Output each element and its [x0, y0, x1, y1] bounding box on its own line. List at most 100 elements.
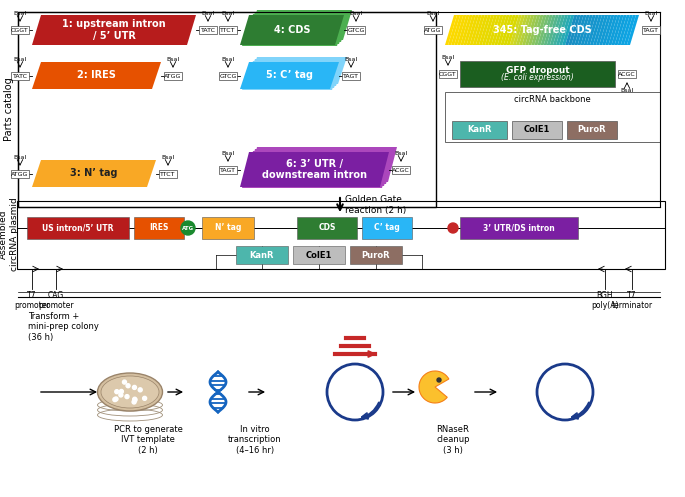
Polygon shape	[445, 15, 457, 45]
Circle shape	[123, 380, 127, 384]
Text: 5: C’ tag: 5: C’ tag	[266, 71, 313, 81]
Polygon shape	[575, 15, 586, 45]
Text: 3’ UTR/DS intron: 3’ UTR/DS intron	[483, 224, 555, 233]
Text: TAGT: TAGT	[643, 27, 659, 32]
FancyBboxPatch shape	[350, 246, 402, 264]
Text: BsaI: BsaI	[221, 11, 235, 16]
Polygon shape	[618, 15, 630, 45]
Text: BsaI: BsaI	[621, 88, 634, 93]
Text: TAGT: TAGT	[343, 74, 359, 79]
Text: ATG: ATG	[182, 226, 194, 231]
Polygon shape	[460, 15, 473, 45]
Polygon shape	[248, 57, 347, 84]
FancyBboxPatch shape	[642, 26, 660, 34]
Text: KanR: KanR	[467, 126, 492, 135]
Text: BsaI: BsaI	[201, 11, 214, 16]
Text: Transform +
mini-prep colony
(36 h): Transform + mini-prep colony (36 h)	[28, 312, 99, 342]
Text: T7
promoter: T7 promoter	[14, 291, 50, 311]
Text: BsaI: BsaI	[441, 55, 455, 60]
Text: TATC: TATC	[201, 27, 216, 32]
Circle shape	[448, 223, 458, 233]
Text: In vitro
transcription
(4–16 hr): In vitro transcription (4–16 hr)	[228, 425, 282, 455]
Polygon shape	[491, 15, 503, 45]
Polygon shape	[244, 151, 393, 186]
FancyBboxPatch shape	[11, 170, 29, 178]
Circle shape	[437, 378, 441, 382]
Text: CDS: CDS	[319, 224, 336, 233]
FancyBboxPatch shape	[11, 72, 29, 80]
Polygon shape	[470, 15, 482, 45]
FancyBboxPatch shape	[293, 246, 345, 264]
Text: ColE1: ColE1	[306, 250, 332, 259]
Polygon shape	[599, 15, 611, 45]
Polygon shape	[556, 15, 568, 45]
FancyBboxPatch shape	[27, 217, 129, 239]
Text: BsaI: BsaI	[221, 151, 235, 156]
FancyBboxPatch shape	[202, 217, 254, 239]
Polygon shape	[473, 15, 485, 45]
Polygon shape	[476, 15, 488, 45]
Polygon shape	[248, 147, 397, 182]
Polygon shape	[32, 15, 196, 45]
Text: BsaI: BsaI	[349, 11, 362, 16]
FancyBboxPatch shape	[219, 166, 237, 174]
Polygon shape	[540, 15, 553, 45]
Polygon shape	[590, 15, 602, 45]
Text: Golden Gate
reaction (2 h): Golden Gate reaction (2 h)	[345, 195, 406, 215]
Circle shape	[132, 400, 136, 404]
Circle shape	[126, 384, 130, 388]
Text: ATGG: ATGG	[164, 74, 182, 79]
Circle shape	[181, 221, 195, 235]
FancyBboxPatch shape	[342, 72, 360, 80]
Polygon shape	[448, 15, 460, 45]
Circle shape	[119, 393, 123, 397]
FancyBboxPatch shape	[164, 72, 182, 80]
Text: PuroR: PuroR	[577, 126, 606, 135]
Polygon shape	[571, 15, 584, 45]
Polygon shape	[522, 15, 534, 45]
Polygon shape	[547, 15, 559, 45]
Polygon shape	[544, 15, 556, 45]
FancyBboxPatch shape	[219, 72, 237, 80]
Text: BsaI: BsaI	[14, 155, 27, 160]
Text: GTCG: GTCG	[219, 74, 237, 79]
FancyBboxPatch shape	[297, 217, 357, 239]
Polygon shape	[240, 62, 339, 89]
Polygon shape	[32, 160, 156, 187]
Text: Assembled
circRNA plasmid: Assembled circRNA plasmid	[0, 197, 18, 271]
Polygon shape	[519, 15, 531, 45]
Polygon shape	[624, 15, 636, 45]
Polygon shape	[596, 15, 608, 45]
Polygon shape	[550, 15, 562, 45]
Polygon shape	[485, 15, 497, 45]
Polygon shape	[240, 152, 389, 187]
Text: CGGT: CGGT	[439, 72, 457, 77]
FancyBboxPatch shape	[347, 26, 365, 34]
Wedge shape	[419, 371, 449, 403]
Polygon shape	[244, 14, 348, 44]
Text: TAGT: TAGT	[220, 167, 236, 172]
Polygon shape	[454, 15, 466, 45]
Text: 345: Tag-free CDS: 345: Tag-free CDS	[493, 25, 591, 35]
Polygon shape	[532, 15, 543, 45]
Polygon shape	[488, 15, 500, 45]
Text: ACGC: ACGC	[392, 167, 410, 172]
Polygon shape	[534, 15, 547, 45]
Text: BsaI: BsaI	[162, 155, 175, 160]
Text: circRNA backbone: circRNA backbone	[514, 95, 591, 104]
Polygon shape	[621, 15, 633, 45]
Polygon shape	[242, 63, 341, 90]
Circle shape	[133, 397, 137, 401]
Ellipse shape	[97, 373, 162, 411]
Polygon shape	[507, 15, 519, 45]
Polygon shape	[240, 15, 344, 45]
Text: CGGT: CGGT	[11, 27, 29, 32]
Text: ATGG: ATGG	[12, 171, 29, 176]
Polygon shape	[464, 15, 475, 45]
FancyBboxPatch shape	[362, 217, 412, 239]
Polygon shape	[451, 15, 463, 45]
Polygon shape	[602, 15, 614, 45]
Polygon shape	[482, 15, 494, 45]
FancyBboxPatch shape	[392, 166, 410, 174]
Polygon shape	[242, 16, 346, 46]
